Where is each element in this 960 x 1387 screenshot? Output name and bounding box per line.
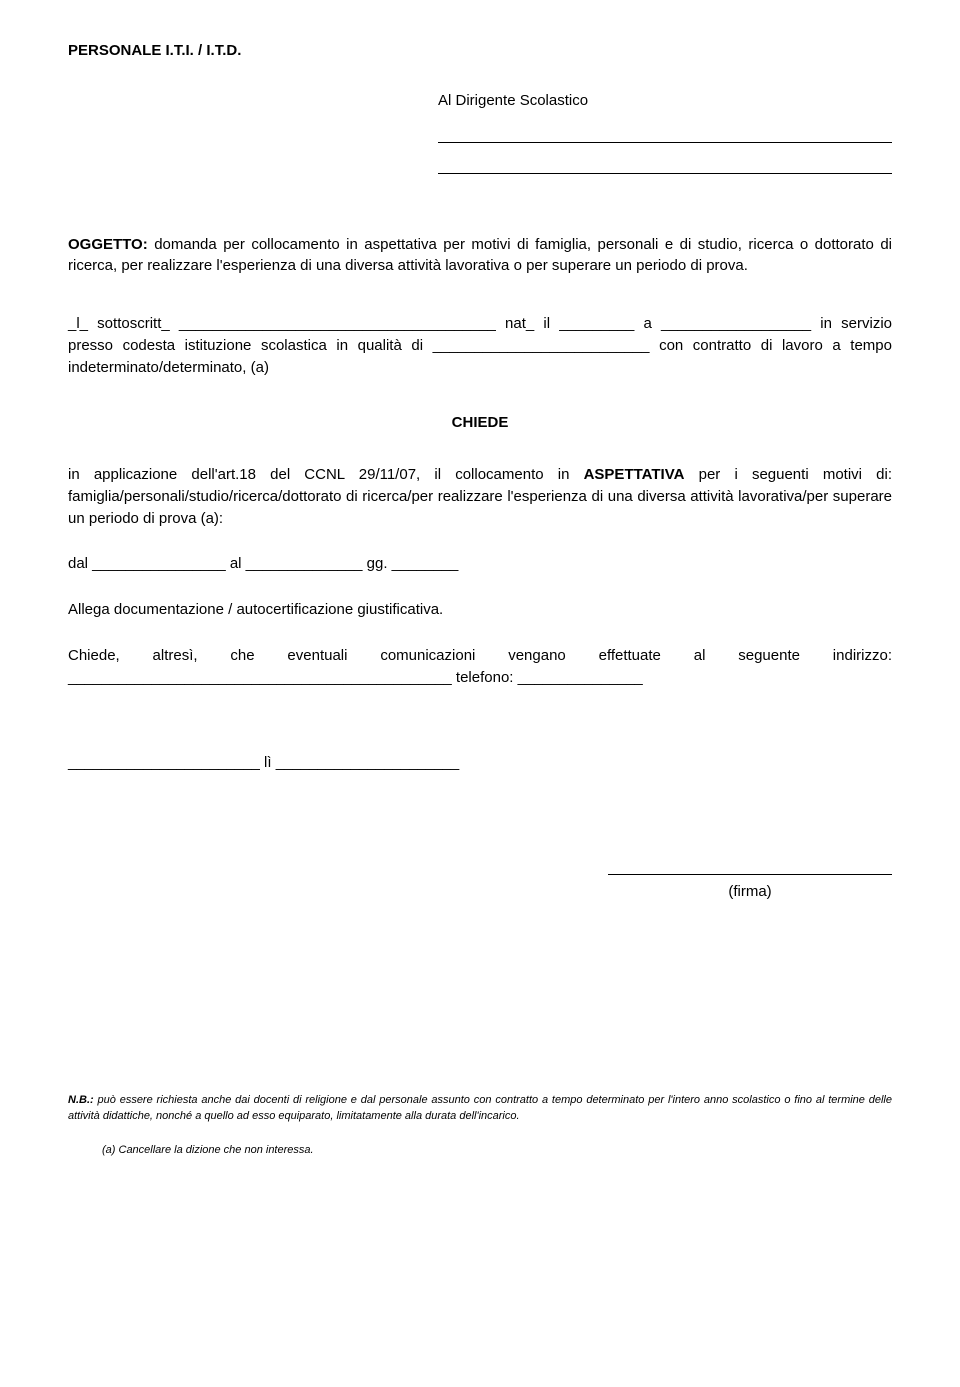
footnote-nb: N.B.: può essere richiesta anche dai doc…	[68, 1093, 892, 1125]
nb-label: N.B.:	[68, 1094, 94, 1106]
luogo-data-line: _______________________ lì _____________…	[68, 752, 892, 774]
body1-text: _l_ sottoscritt_ _______________________…	[68, 315, 892, 354]
allega-line: Allega documentazione / autocertificazio…	[68, 599, 892, 621]
addressee: Al Dirigente Scolastico	[438, 90, 892, 112]
addressee-line-2	[438, 173, 892, 174]
dal-al-line: dal ________________ al ______________ g…	[68, 553, 892, 575]
main-bold: ASPETTATIVA	[584, 466, 685, 483]
signature-rule	[608, 874, 892, 875]
addressee-line-1	[438, 142, 892, 143]
chiede-altresi: Chiede, altresì, che eventuali comunicaz…	[68, 645, 892, 689]
main-paragraph: in applicazione dell'art.18 del CCNL 29/…	[68, 464, 892, 529]
oggetto-text: domanda per collocamento in aspettativa …	[68, 236, 892, 275]
chiede-heading: CHIEDE	[68, 412, 892, 434]
main-pre: in applicazione dell'art.18 del CCNL 29/…	[68, 466, 584, 483]
oggetto-paragraph: OGGETTO: domanda per collocamento in asp…	[68, 234, 892, 278]
nb-text: può essere richiesta anche dai docenti d…	[68, 1094, 892, 1122]
sottoscritto-paragraph: _l_ sottoscritt_ _______________________…	[68, 313, 892, 378]
body1-bold: indeterminato/determinato	[68, 359, 242, 376]
footnote-a: (a) Cancellare la dizione che non intere…	[68, 1143, 892, 1159]
signature-block: (firma)	[608, 874, 892, 903]
header-personale: PERSONALE I.T.I. / I.T.D.	[68, 40, 892, 62]
firma-label: (firma)	[608, 881, 892, 903]
body1-tail: , (a)	[242, 359, 269, 376]
oggetto-label: OGGETTO:	[68, 236, 148, 253]
